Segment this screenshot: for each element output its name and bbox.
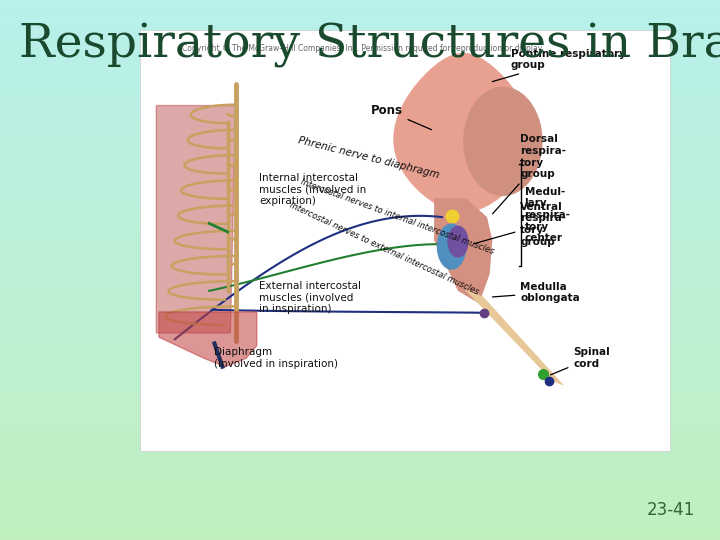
Bar bbox=[140, 30, 670, 451]
Polygon shape bbox=[463, 86, 543, 196]
Polygon shape bbox=[464, 289, 564, 386]
Polygon shape bbox=[159, 312, 257, 367]
Polygon shape bbox=[447, 226, 469, 258]
Text: Dorsal
respira-
tory
group: Dorsal respira- tory group bbox=[492, 134, 567, 214]
Text: 23-41: 23-41 bbox=[647, 502, 695, 519]
Text: Pontine respiratory
group: Pontine respiratory group bbox=[492, 49, 626, 82]
Text: Phrenic nerve to diaphragm: Phrenic nerve to diaphragm bbox=[297, 136, 440, 180]
Text: Diaphragm
(involved in inspiration): Diaphragm (involved in inspiration) bbox=[215, 347, 338, 369]
Polygon shape bbox=[437, 224, 467, 270]
Text: Medulla
oblongata: Medulla oblongata bbox=[492, 282, 580, 303]
Text: Intercostal nerves to internal intercostal muscles: Intercostal nerves to internal intercost… bbox=[300, 178, 495, 256]
Text: Ventral
respira-
tory
group: Ventral respira- tory group bbox=[474, 202, 567, 247]
Text: External intercostal
muscles (involved
in inspiration): External intercostal muscles (involved i… bbox=[259, 281, 361, 314]
Text: Spinal
cord: Spinal cord bbox=[551, 347, 610, 375]
Text: Copyright © The McGraw–Hill Companies, Inc. Permission required for reproduction: Copyright © The McGraw–Hill Companies, I… bbox=[182, 44, 544, 53]
Polygon shape bbox=[156, 105, 235, 333]
Text: Medul-
lary
respira-
tory
center: Medul- lary respira- tory center bbox=[525, 187, 570, 243]
Text: Intercostal nerves to external intercostal muscles: Intercostal nerves to external intercost… bbox=[289, 201, 481, 296]
Text: Internal intercostal
muscles (involved in
expiration): Internal intercostal muscles (involved i… bbox=[259, 173, 366, 206]
Polygon shape bbox=[393, 53, 534, 213]
Text: Respiratory Structures in Brainstem: Respiratory Structures in Brainstem bbox=[19, 23, 720, 68]
Polygon shape bbox=[434, 198, 492, 303]
Text: Pons: Pons bbox=[371, 104, 431, 130]
